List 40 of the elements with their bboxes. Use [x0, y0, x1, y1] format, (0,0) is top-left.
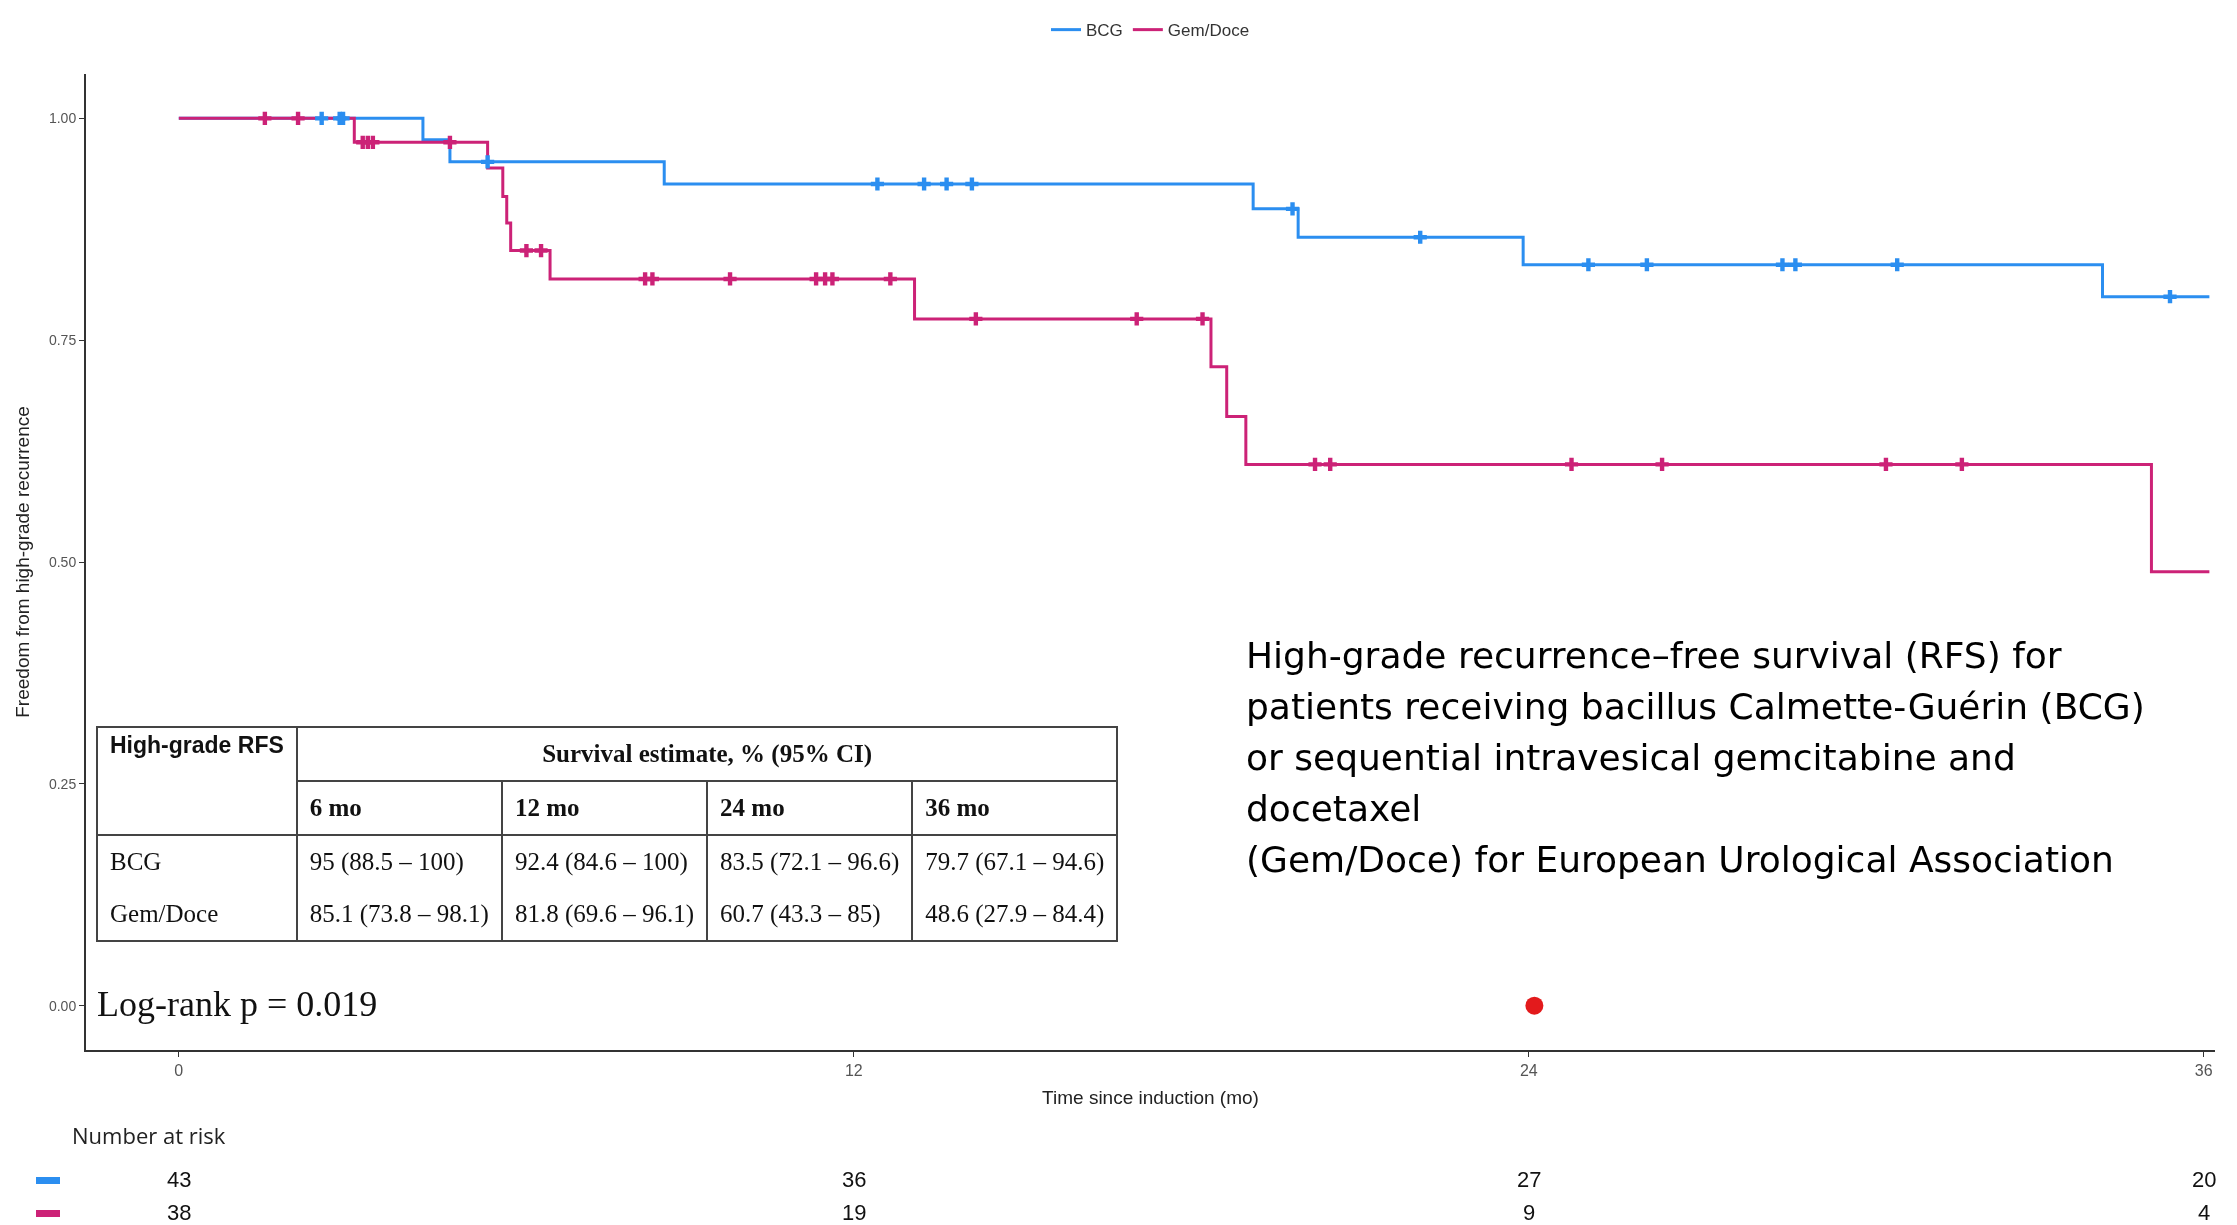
text: 27 — [1517, 1167, 1542, 1192]
text: 9 — [1523, 1200, 1536, 1225]
x-tick-label: 24 — [1519, 1062, 1538, 1080]
x-tick-label: 12 — [844, 1062, 863, 1080]
annotation: 81.8 (69.6 – 96.1) — [501, 888, 708, 941]
annotation: 95 (88.5 – 100) — [296, 835, 502, 888]
text: 43 — [167, 1167, 192, 1192]
y-tick-label: 0.00 — [48, 997, 77, 1014]
x-tick-label: 0 — [174, 1062, 184, 1080]
annotation: 6 mo — [296, 781, 502, 835]
annotation: 92.4 (84.6 – 100) — [501, 835, 708, 888]
y-tick-label: 1.00 — [48, 110, 77, 127]
annotation: 60.7 (43.3 – 85) — [707, 888, 913, 941]
annotation: BCG — [97, 835, 297, 888]
annotation: High-grade recurrence–free survival (RFS) for patients receiving bacillus Calmette-Guérin (BCG) or sequential intravesical gemcitabine and docetaxel (Gem/Doce) for European Urological Association — [1246, 634, 2145, 882]
annotation: 12 mo — [501, 781, 708, 835]
y-tick-label: 0.50 — [48, 553, 77, 570]
annotation: 36 mo — [912, 781, 1118, 835]
y-tick-label: 0.75 — [48, 332, 77, 349]
text: 38 — [167, 1200, 192, 1225]
annotation: High-grade RFS — [97, 727, 297, 835]
annotation: Gem/Doce — [97, 888, 297, 941]
legend-label: BCG — [1086, 21, 1123, 41]
y-axis-title: Freedom from high-grade recurrence — [12, 406, 34, 718]
annotation: 48.6 (27.9 – 84.4) — [912, 888, 1118, 941]
text: 36 — [842, 1167, 867, 1192]
annotation: 24 mo — [707, 781, 913, 835]
annotation: 83.5 (72.1 – 96.6) — [707, 835, 913, 888]
annotation: Survival estimate, % (95% CI) — [296, 727, 1118, 781]
text: 20 — [2192, 1167, 2217, 1192]
annotation: 85.1 (73.8 – 98.1) — [296, 888, 502, 941]
text: 19 — [842, 1200, 867, 1225]
text: 4 — [2198, 1200, 2211, 1225]
y-tick-label: 0.25 — [48, 775, 77, 792]
x-tick-label: 36 — [2194, 1062, 2213, 1080]
x-axis-title: Time since induction (mo) — [1042, 1086, 1259, 1108]
annotation: Log-rank p = 0.019 — [97, 983, 378, 1025]
annotation: 79.7 (67.1 – 94.6) — [912, 835, 1118, 888]
legend-label: Gem/Doce — [1167, 21, 1250, 41]
text: Number at risk — [72, 1120, 226, 1151]
